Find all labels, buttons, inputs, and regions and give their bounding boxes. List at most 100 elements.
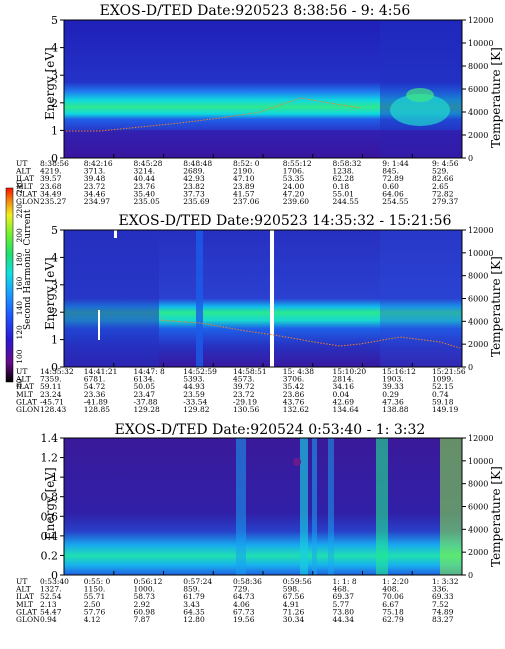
panel-1-cell: 64.06 — [382, 189, 404, 198]
panel-2-y2tick-label: 0 — [468, 363, 473, 372]
panel-3-y2tick-label: 8000 — [468, 480, 488, 489]
panel-2-cell: 42.69 — [333, 397, 355, 406]
panel-3-cell: 336. — [432, 585, 449, 594]
panel-1-cell: 23.68 — [40, 182, 62, 191]
panel-1-ytick-label: 4 — [51, 42, 58, 55]
panel-3-cell: 67.56 — [283, 592, 305, 601]
panel-3-cell: 73.80 — [333, 607, 355, 616]
panel-1-cell: 34.46 — [84, 189, 106, 198]
panel-3-cell: 61.79 — [183, 592, 205, 601]
panel-2-y2label: Temperature [K] — [489, 256, 503, 357]
panel-3-cell: 1327. — [40, 585, 61, 594]
panel-3-cell: 0:58:36 — [233, 577, 262, 586]
panel-2-cell: 54.72 — [84, 382, 106, 391]
panel-2-cell: 134.64 — [333, 405, 359, 414]
panel-3-y-ticks: 0 0.2 0.4 0.6 0.8 1 1.2 1.4 — [41, 432, 64, 582]
panel-2-cell: 7359. — [40, 375, 61, 384]
panel-3-cell: 62.79 — [382, 615, 404, 624]
panel-2-ytick-label: 1 — [51, 334, 58, 347]
panel-3-cell: 0:53:40 — [40, 577, 69, 586]
panel-1-features — [64, 20, 462, 158]
panel-1-row-label: GLAT — [16, 189, 37, 198]
panel-1-cell: 529. — [432, 167, 449, 176]
panel-3-cell: 1000. — [134, 585, 155, 594]
panel-2-cell: 3706. — [283, 375, 304, 384]
panel-3-cell: 1: 1: 8 — [333, 577, 357, 586]
panel-2-cell: 15: 4:38 — [283, 367, 315, 376]
panel-2-cell: -45.71 — [40, 397, 64, 406]
panel-2-cell: 129.28 — [134, 405, 160, 414]
panel-1-cell: 0.18 — [333, 182, 350, 191]
panel-2-row-label: GLON — [16, 405, 40, 414]
panel-2-cell: 1903. — [382, 375, 403, 384]
panel-1-ytick-label: 0 — [51, 152, 58, 165]
panel-2-y2-ticks: 0 2000 4000 6000 8000 10000 12000 — [462, 226, 493, 372]
colorbar-ticks: 80 100 120 140 160 180 200 220 240 — [15, 179, 24, 388]
panel-3-cell: 57.76 — [84, 607, 106, 616]
panel-2-cell: 15:21:56 — [432, 367, 466, 376]
panel-1-ytick-label: 3 — [51, 69, 58, 82]
panel-3-cell: 71.26 — [283, 607, 305, 616]
panel-2-cell: 50.05 — [134, 382, 156, 391]
panel-1-cell: 34.49 — [40, 189, 62, 198]
panel-2-y2tick-label: 8000 — [468, 272, 488, 281]
panel-2-cell: 23.86 — [283, 390, 305, 399]
panel-3-cell: 7.87 — [134, 615, 151, 624]
panel-2-cell: 15:16:12 — [382, 367, 416, 376]
panel-2-cell: 47.36 — [382, 397, 404, 406]
colorbar-strip — [5, 187, 14, 383]
panel-2-ytick-label: 0 — [51, 361, 58, 374]
panel-2-y2tick-label: 12000 — [468, 226, 493, 235]
panel-1-cell: 9: 1:44 — [382, 159, 409, 168]
panel-3-cell: 60.98 — [134, 607, 156, 616]
panel-3-features — [236, 438, 462, 575]
panel-2-row-label: GLAT — [16, 397, 37, 406]
panel-3-y2tick-label: 12000 — [468, 434, 493, 443]
colorbar-label: Second Harmonic Current — [23, 209, 33, 330]
panel-3-cell: 5.77 — [333, 600, 350, 609]
panel-1-cell: 62.28 — [333, 174, 355, 183]
panel-3-cell: 69.33 — [432, 592, 454, 601]
panel-1-cell: 55.01 — [333, 189, 354, 198]
panel-3-cell: 52.54 — [40, 592, 62, 601]
panel-1: EXOS-D/TED Date:920523 8:38:56 - 9: 4:56… — [15, 3, 503, 206]
panel-1-ytick-label: 5 — [51, 14, 58, 27]
panel-3-ytick-label: 0 — [51, 569, 58, 582]
panel-1-cell: 37.73 — [183, 189, 205, 198]
panel-3-row-label: UT — [16, 577, 27, 586]
panel-1-cell: 42.93 — [183, 174, 205, 183]
panel-2-cell: 59.11 — [40, 382, 61, 391]
panel-1-row-label: ILAT — [16, 174, 34, 183]
panel-3-ytick-label: 0.2 — [41, 549, 59, 562]
panel-2-cell: 128.85 — [84, 405, 110, 414]
panel-1-cell: 1238. — [333, 167, 354, 176]
panel-3-cell: 30.34 — [283, 615, 305, 624]
panel-2-cell: 1099. — [432, 375, 453, 384]
panel-2-cell: 132.62 — [283, 405, 309, 414]
panel-2-cell: 149.19 — [432, 405, 458, 414]
panel-3-ytick-label: 1 — [51, 471, 58, 484]
panel-3-cell: 2.92 — [134, 600, 151, 609]
panel-1-cell: 39.57 — [40, 174, 62, 183]
panel-2-ytick-label: 2 — [51, 306, 58, 319]
panel-1-cell: 72.89 — [382, 174, 404, 183]
panel-3-cell: 12.80 — [183, 615, 205, 624]
panel-3-cell: 44.34 — [333, 615, 355, 624]
panel-1-y2tick-label: 6000 — [468, 85, 488, 94]
panel-3-background — [64, 438, 462, 575]
panel-1-cell: 244.55 — [333, 197, 359, 206]
panel-1-cell: 8:55:12 — [283, 159, 312, 168]
panel-2-y2tick-label: 2000 — [468, 340, 488, 349]
panel-2-cell: 129.82 — [183, 405, 209, 414]
panel-3-cell: 70.06 — [382, 592, 404, 601]
panel-2-y2tick-label: 6000 — [468, 295, 488, 304]
panel-2-cell: 6781. — [84, 375, 105, 384]
colorbar-tick-label: 100 — [15, 349, 24, 364]
panel-1-cell: 35.40 — [134, 189, 156, 198]
panel-1-cell: 40.44 — [134, 174, 156, 183]
panel-3-y2tick-label: 4000 — [468, 525, 488, 534]
panel-2-cell: 138.88 — [382, 405, 408, 414]
panel-2-cell: 23.47 — [134, 390, 156, 399]
panel-2-cell: 59.18 — [432, 397, 454, 406]
